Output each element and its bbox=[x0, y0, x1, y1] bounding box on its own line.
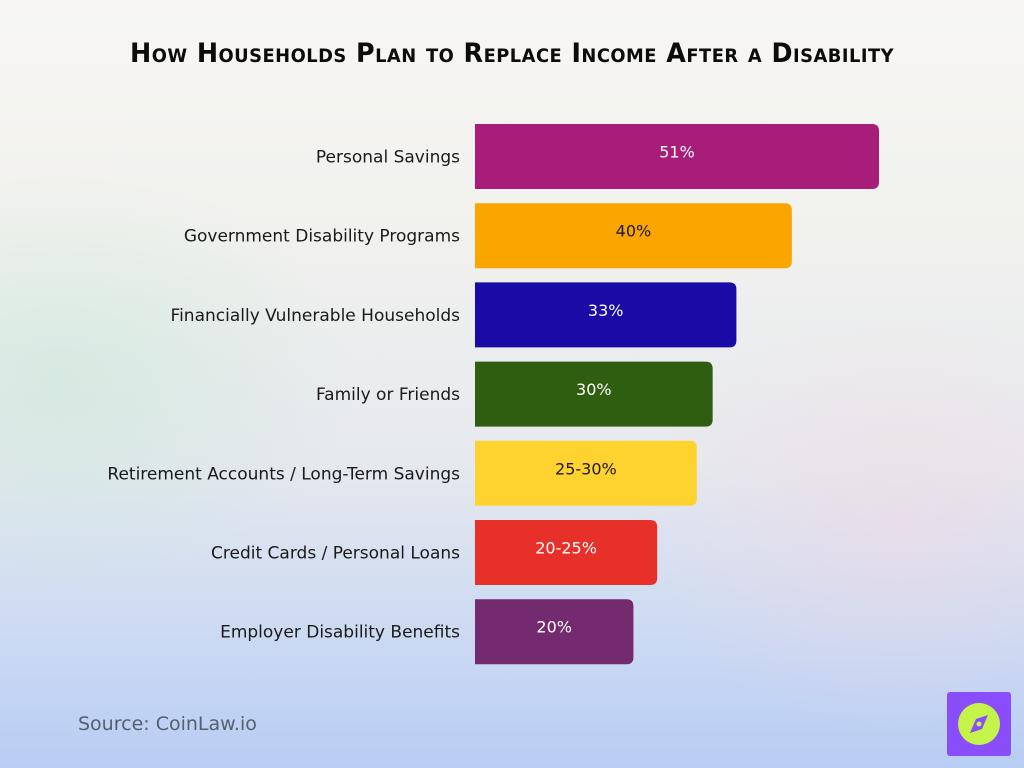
category-label: Government Disability Programs bbox=[184, 227, 460, 247]
value-label: 51% bbox=[659, 143, 695, 162]
value-label: 40% bbox=[616, 222, 652, 241]
bar-6 bbox=[475, 599, 634, 665]
chart-title: How Households Plan to Replace Income Af… bbox=[129, 38, 895, 69]
bar-1 bbox=[475, 203, 792, 269]
category-label: Retirement Accounts / Long-Term Savings bbox=[107, 464, 460, 484]
bar-5 bbox=[475, 520, 658, 585]
category-label: Personal Savings bbox=[316, 148, 460, 168]
value-label: 30% bbox=[576, 380, 612, 399]
value-label: 20% bbox=[536, 618, 572, 637]
category-label: Family or Friends bbox=[316, 385, 460, 405]
source-note: Source: CoinLaw.io bbox=[78, 713, 257, 735]
value-label: 33% bbox=[588, 301, 624, 320]
value-label: 25-30% bbox=[555, 459, 617, 478]
category-label: Financially Vulnerable Households bbox=[171, 306, 461, 326]
bar-2 bbox=[475, 282, 737, 348]
category-label: Employer Disability Benefits bbox=[220, 623, 460, 643]
compass-icon bbox=[947, 692, 1011, 756]
bar-4 bbox=[475, 440, 697, 506]
bar-3 bbox=[475, 361, 713, 427]
bar-0 bbox=[475, 124, 879, 189]
category-label: Credit Cards / Personal Loans bbox=[211, 544, 460, 564]
value-label: 20-25% bbox=[535, 539, 597, 558]
